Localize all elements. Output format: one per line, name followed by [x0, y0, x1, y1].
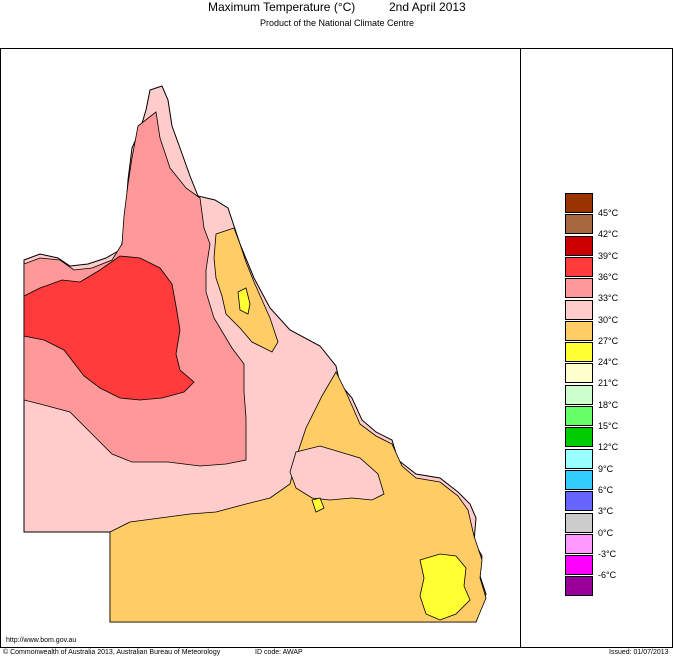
footer-issued: Issued: 01/07/2013 [609, 649, 669, 656]
legend-swatch [565, 299, 593, 320]
legend-label: 15°C [598, 421, 619, 431]
legend-swatch [565, 342, 593, 363]
legend-label: 30°C [598, 314, 619, 325]
legend-swatch [565, 555, 593, 576]
legend-label: -3°C [598, 548, 617, 559]
temperature-legend: 45°C 42°C 39°C 36°C 33°C 30°C 27°C 24°C 21°C 18°C… [565, 193, 665, 601]
legend-label: 12°C [598, 442, 619, 453]
legend-label: 36°C [598, 271, 619, 282]
legend-label: 3°C [598, 506, 614, 517]
legend-label: 39°C [598, 250, 619, 261]
legend-label: 27°C [598, 335, 619, 346]
region-24-27-se [419, 553, 471, 621]
map-header: Maximum Temperature (°C) 2nd April 2013 … [0, 0, 674, 48]
legend-label: 24°C [598, 357, 619, 368]
legend-label: 6°C [598, 484, 614, 495]
footer-url[interactable]: http://www.bom.gov.au [6, 637, 77, 644]
map-subtitle: Product of the National Climate Centre [259, 18, 415, 28]
panel-divider [520, 48, 521, 648]
region-27-30-south [109, 371, 487, 623]
queensland-temperature-map [23, 85, 487, 623]
legend-label: 45°C [598, 208, 619, 218]
region-30-33-pocket [289, 445, 385, 501]
legend-swatch [565, 214, 593, 235]
legend-swatch [565, 384, 593, 405]
legend-label: -6°C [598, 570, 617, 581]
legend-label: 42°C [598, 229, 619, 240]
footer-copyright: © Commonwealth of Australia 2013, Austra… [3, 649, 221, 656]
legend-swatch [565, 512, 593, 533]
legend-label: 33°C [598, 293, 619, 304]
region-24-27-ne [237, 287, 251, 315]
legend-label: 9°C [598, 463, 614, 474]
legend-swatch [565, 469, 593, 490]
legend-label: 21°C [598, 378, 619, 389]
legend-swatch [565, 448, 593, 469]
map-frame [0, 48, 673, 648]
legend-swatch [565, 320, 593, 341]
legend-swatch [565, 235, 593, 256]
legend-swatch [565, 278, 593, 299]
legend-swatch [565, 406, 593, 426]
legend-label: 0°C [598, 527, 614, 538]
legend-swatch [565, 256, 593, 277]
legend-swatch [565, 533, 593, 554]
region-24-27-small [311, 497, 325, 513]
legend-swatch [565, 576, 593, 597]
legend-swatch [565, 427, 593, 448]
legend-swatch [565, 193, 593, 213]
legend-label: 18°C [598, 399, 619, 410]
footer-id-code: ID code: AWAP [255, 649, 303, 656]
map-title: Maximum Temperature (°C) [208, 0, 356, 14]
region-36-39 [23, 255, 195, 401]
map-date: 2nd April 2013 [389, 0, 466, 14]
legend-swatch [565, 363, 593, 384]
legend-swatch [565, 491, 593, 512]
